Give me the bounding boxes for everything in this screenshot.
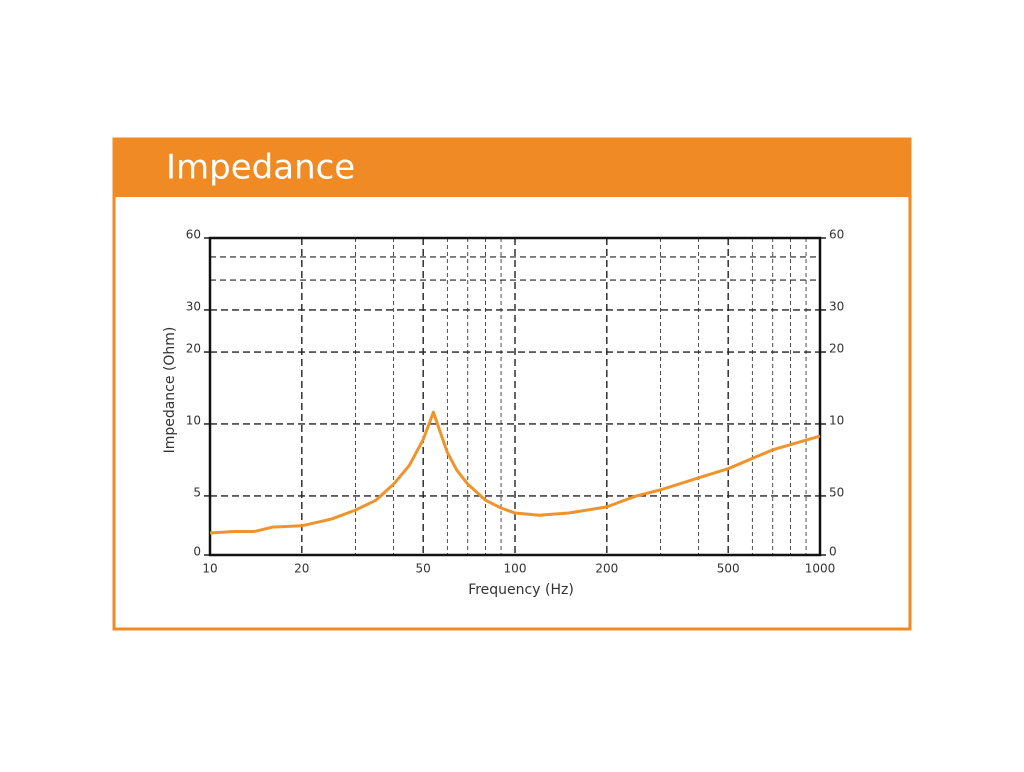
chart-title: Impedance (166, 148, 355, 188)
impedance-line (209, 410, 821, 535)
y-tick-label: 20 (186, 342, 201, 356)
x-tick-label: 50 (416, 562, 431, 576)
card-border (112, 137, 912, 631)
y-tick-label: 0 (193, 545, 201, 559)
y-tick-label: 5 (193, 485, 201, 499)
y-tick-label: 10 (186, 413, 201, 427)
x-tick-label: 100 (504, 562, 527, 576)
y-tick-label: 30 (186, 299, 201, 313)
x-tick-label: 200 (595, 562, 618, 576)
header-bar (113, 138, 911, 197)
y2-tick-label: 30 (829, 299, 844, 313)
x-tick-label: 20 (294, 562, 309, 576)
y2-tick-label: 60 (829, 228, 844, 242)
x-tick-label: 500 (717, 562, 740, 576)
x-axis-label: Frequency (Hz) (468, 582, 574, 598)
y-axis-label: Impedance (Ohm) (162, 327, 178, 454)
y2-tick-label: 20 (829, 342, 844, 356)
y-tick-label: 60 (186, 228, 201, 242)
y2-tick-label: 50 (829, 485, 844, 499)
plot-frame (208, 236, 822, 557)
y2-tick-label: 10 (829, 413, 844, 427)
x-tick-label: 10 (202, 562, 217, 576)
y2-tick-label: 0 (829, 545, 837, 559)
x-tick-label: 1000 (805, 562, 836, 576)
